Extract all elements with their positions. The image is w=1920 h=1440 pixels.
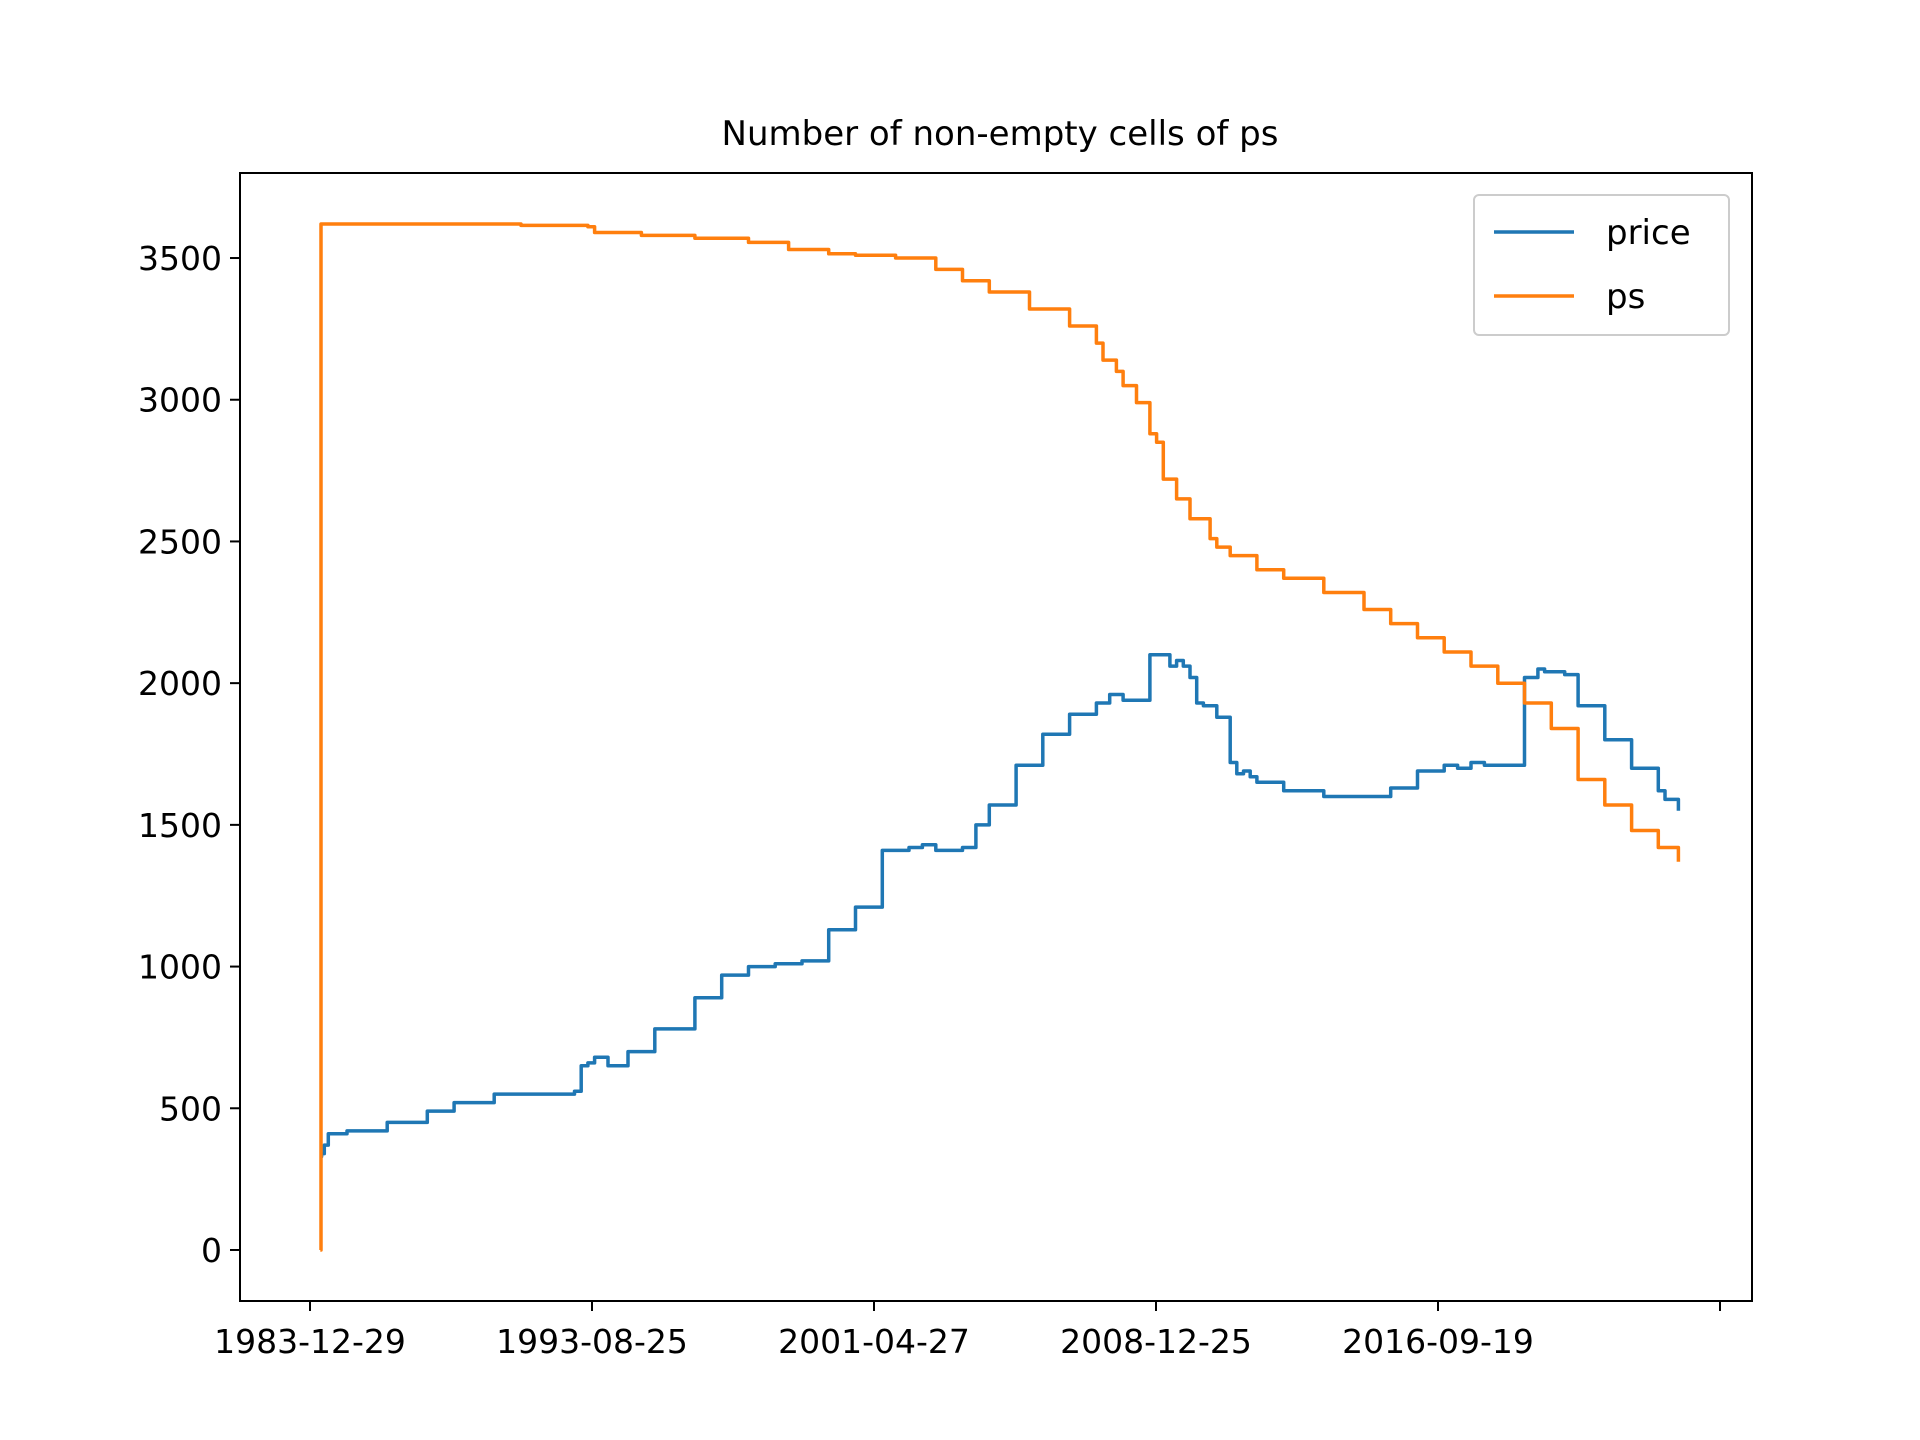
chart-title: Number of non-empty cells of ps bbox=[722, 114, 1279, 154]
x-tick-label: 2008-12-25 bbox=[1060, 1322, 1252, 1361]
y-tick-label: 500 bbox=[159, 1089, 222, 1128]
y-tick-label: 3500 bbox=[138, 239, 222, 278]
y-tick-label: 3000 bbox=[138, 381, 222, 420]
legend-label-price: price bbox=[1606, 213, 1691, 253]
series-layer bbox=[319, 222, 1681, 1252]
x-tick-label: 1993-08-25 bbox=[496, 1322, 688, 1361]
legend-label-ps: ps bbox=[1606, 277, 1645, 317]
y-tick-label: 1000 bbox=[138, 948, 222, 987]
y-tick-label: 2000 bbox=[138, 664, 222, 703]
y-axis: 0 500 1000 1500 2000 2500 3000 3500 bbox=[138, 239, 240, 1270]
series-line-ps bbox=[319, 222, 1681, 1252]
y-tick-label: 2500 bbox=[138, 522, 222, 561]
plot-area bbox=[240, 173, 1752, 1301]
legend: price ps bbox=[1473, 194, 1730, 336]
y-tick-label: 1500 bbox=[138, 806, 222, 845]
x-tick-label: 2001-04-27 bbox=[778, 1322, 970, 1361]
plot-frame bbox=[239, 172, 1753, 1302]
y-tick-label: 0 bbox=[201, 1231, 222, 1270]
legend-box bbox=[1473, 194, 1730, 336]
x-tick-label: 1983-12-29 bbox=[214, 1322, 406, 1361]
x-tick-label: 2016-09-19 bbox=[1342, 1322, 1534, 1361]
series-line-price bbox=[319, 653, 1681, 1159]
x-axis: 1983-12-29 1993-08-25 2001-04-27 2008-12-25… bbox=[214, 1301, 1721, 1361]
plot-background bbox=[240, 173, 1752, 1301]
